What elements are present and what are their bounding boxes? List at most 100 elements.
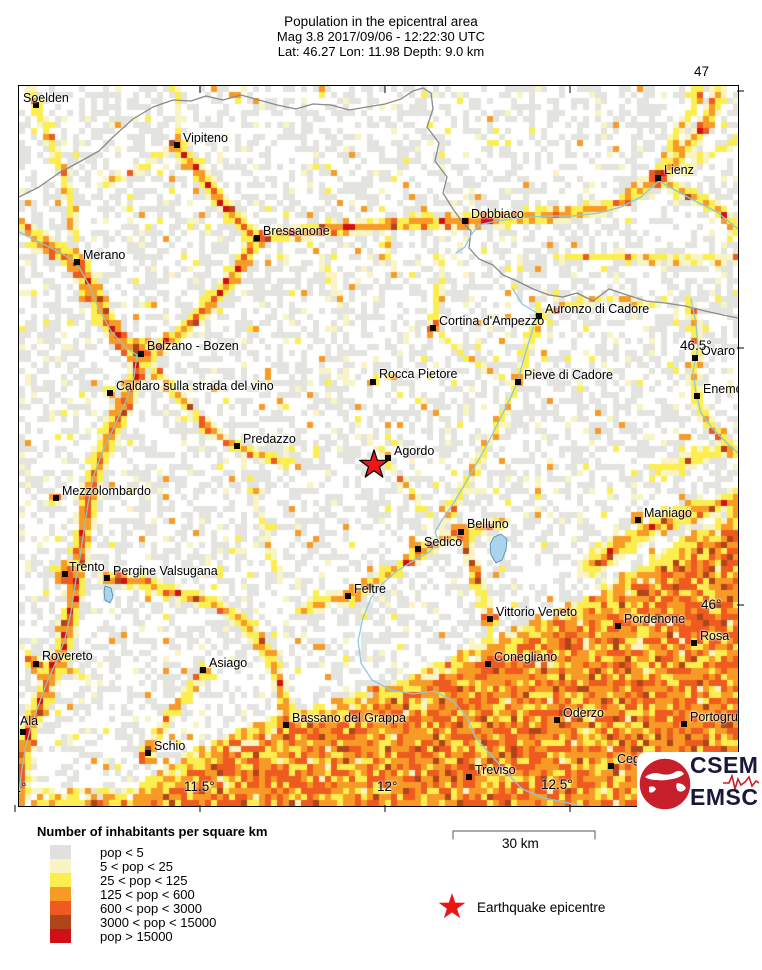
city-marker: [466, 774, 472, 780]
city-marker: [62, 571, 68, 577]
population-map: Soelden Vipiteno Bressanone Merano Dobbiaco L…: [18, 85, 739, 807]
axis-label: 47: [694, 64, 710, 79]
city-marker: [145, 750, 151, 756]
epicenter-star-icon: [359, 449, 389, 478]
city-label: Sedico: [424, 535, 463, 549]
axis-label: 11°: [19, 780, 27, 795]
city-marker: [554, 717, 560, 723]
city-label: Maniago: [644, 506, 692, 520]
legend-row: pop < 5: [50, 844, 216, 860]
city-marker: [107, 390, 113, 396]
city-label: Pordenone: [624, 612, 686, 626]
city-marker: [536, 313, 542, 319]
city-label: Trento: [69, 560, 105, 574]
city-label: Schio: [154, 739, 186, 753]
legend-swatch: [50, 915, 71, 929]
city-marker: [655, 175, 661, 181]
city-label: Rocca Pietore: [379, 367, 458, 381]
map-vector-overlay: [19, 87, 738, 806]
city-marker: [283, 722, 289, 728]
axis-label: 46°: [701, 597, 722, 612]
city-marker: [345, 593, 351, 599]
city-marker: [487, 616, 493, 622]
city-label: Vittorio Veneto: [496, 605, 578, 619]
axis-label: 12.5°: [541, 777, 573, 792]
city-label: Vipiteno: [183, 131, 228, 145]
city-label: Lienz: [664, 163, 694, 177]
city-label: Dobbiaco: [471, 207, 524, 221]
legend-label: pop < 5: [100, 844, 144, 860]
city-label: Ovaro: [701, 344, 736, 358]
city-label: Soelden: [23, 91, 69, 105]
city-label: Pieve di Cadore: [524, 368, 613, 382]
city-label: Portogruaro: [690, 710, 738, 724]
logo-text-csem: CSEM: [690, 752, 759, 778]
city-label: Ala: [20, 714, 39, 728]
city-marker: [694, 393, 700, 399]
city-label: Rosa: [700, 629, 730, 643]
legend-title: Number of inhabitants per square km: [37, 824, 268, 839]
axis-label: 46.5°: [680, 338, 712, 353]
city-marker: [33, 661, 39, 667]
legend-label: 125 < pop < 600: [100, 886, 195, 902]
city-label: Rovereto: [42, 649, 93, 663]
scale-bar-label: 30 km: [502, 836, 539, 851]
city-label: Mezzolombardo: [62, 484, 151, 498]
city-marker: [20, 729, 26, 735]
city-marker: [385, 455, 391, 461]
legend-swatch: [50, 901, 71, 915]
city-marker: [74, 259, 80, 265]
city-marker: [515, 379, 521, 385]
legend-row: 5 < pop < 25: [50, 859, 216, 874]
city-label: Bolzano - Bozen: [147, 339, 239, 353]
legend-row: pop > 15000: [50, 928, 216, 944]
city-marker: [608, 763, 614, 769]
city-marker: [692, 355, 698, 361]
city-marker: [691, 640, 697, 646]
city-marker: [485, 661, 491, 667]
city-marker: [635, 517, 641, 523]
city-label: Bressanone: [263, 224, 330, 238]
city-marker: [174, 142, 180, 148]
country-border-line: [19, 87, 738, 319]
legend-swatch: [50, 859, 71, 873]
event-coordinates-depth: Lat: 46.27 Lon: 11.98 Depth: 9.0 km: [277, 44, 485, 59]
legend-row: 3000 < pop < 15000: [50, 915, 216, 930]
city-label: Oderzo: [563, 706, 604, 720]
city-marker: [615, 623, 621, 629]
legend-label: pop > 15000: [100, 928, 173, 944]
city-label: Bassano del Grappa: [292, 711, 406, 725]
lake: [103, 585, 114, 604]
city-label: Feltre: [354, 582, 386, 596]
event-magnitude-datetime: Mag 3.8 2017/09/06 - 12:22:30 UTC: [276, 29, 486, 44]
city-marker: [33, 102, 39, 108]
seismogram-icon: [723, 773, 760, 793]
city-marker: [430, 325, 436, 331]
city-marker: [415, 546, 421, 552]
river-line: [690, 298, 738, 454]
city-label: Agordo: [394, 444, 435, 458]
legend-label: 600 < pop < 3000: [100, 900, 202, 916]
river-line: [19, 231, 138, 800]
city-label: Treviso: [475, 763, 516, 777]
city-label: Auronzo di Cadore: [545, 302, 650, 316]
legend-label: 25 < pop < 125: [100, 872, 188, 888]
globe-icon: [639, 758, 691, 810]
city-label: Merano: [83, 248, 126, 262]
legend-row: 600 < pop < 3000: [50, 900, 216, 916]
city-marker: [104, 575, 110, 581]
epicentre-legend-label: Earthquake epicentre: [477, 900, 606, 915]
city-marker: [681, 721, 687, 727]
logo-text-emsc: EMSC: [690, 784, 759, 810]
city-marker: [370, 379, 376, 385]
axis-label: 11.5°: [184, 779, 215, 794]
legend-swatch: [50, 873, 71, 887]
river-line: [455, 180, 738, 254]
legend-swatch: [50, 887, 71, 901]
legend-row: 125 < pop < 600: [50, 886, 216, 902]
city-label: Caldaro sulla strada del vino: [116, 379, 274, 393]
city-label: Enemonzo: [703, 382, 738, 396]
legend-swatch: [50, 929, 71, 943]
